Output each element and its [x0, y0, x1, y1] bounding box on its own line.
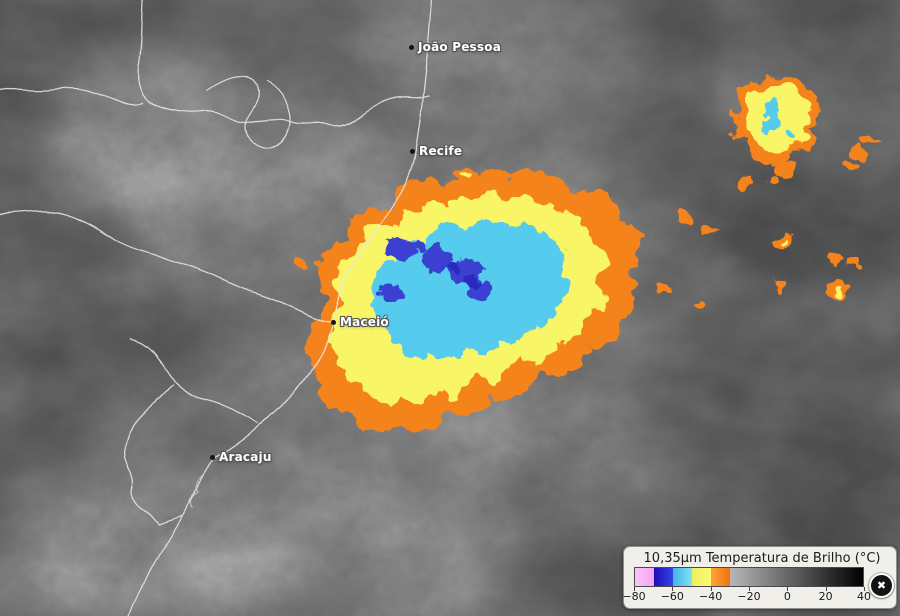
colorbar-segment — [672, 568, 692, 586]
storm-overlay — [296, 73, 874, 433]
tick-mark — [749, 587, 750, 591]
river-inlet — [189, 473, 205, 509]
colorbar-segment — [729, 568, 863, 586]
colorbar-tick: 0 — [783, 590, 791, 603]
colorbar-tick: −80 — [622, 590, 646, 603]
tick-mark — [825, 587, 827, 591]
border-pe-al — [0, 210, 334, 323]
colorbar-ticks: −80 −60 −40 −20 0 20 40 — [622, 587, 871, 603]
border-pb-pe — [136, 0, 430, 127]
coastline — [129, 0, 434, 616]
colorbar-tick: −20 — [737, 590, 761, 603]
border-west — [0, 87, 143, 106]
colorbar-segment — [710, 568, 730, 586]
colorbar-segment — [635, 568, 654, 586]
colorbar — [634, 567, 864, 587]
colorbar-tick: −60 — [660, 590, 684, 603]
state-borders — [0, 0, 434, 616]
legend-title: 10,35μm Temperatura de Brilho (°C) — [643, 551, 881, 566]
border-al-se — [131, 338, 259, 425]
colorbar-tick: 40 — [857, 590, 871, 603]
border-sergipe-loop — [122, 383, 182, 525]
close-icon: ✖ — [876, 578, 887, 592]
colorbar-segment — [653, 568, 673, 586]
colorbar-segment — [691, 568, 711, 586]
tick-mark — [634, 587, 635, 591]
colorbar-tick: −40 — [699, 590, 723, 603]
tick-mark — [787, 587, 789, 591]
close-legend-button[interactable]: ✖ — [869, 572, 894, 598]
legend-panel: 10,35μm Temperatura de Brilho (°C) — [622, 546, 897, 609]
tick-mark — [710, 587, 712, 591]
border-pocket — [206, 74, 292, 149]
tick-mark — [864, 587, 865, 591]
colorbar-tick: 20 — [818, 590, 833, 603]
tick-mark — [672, 587, 674, 591]
